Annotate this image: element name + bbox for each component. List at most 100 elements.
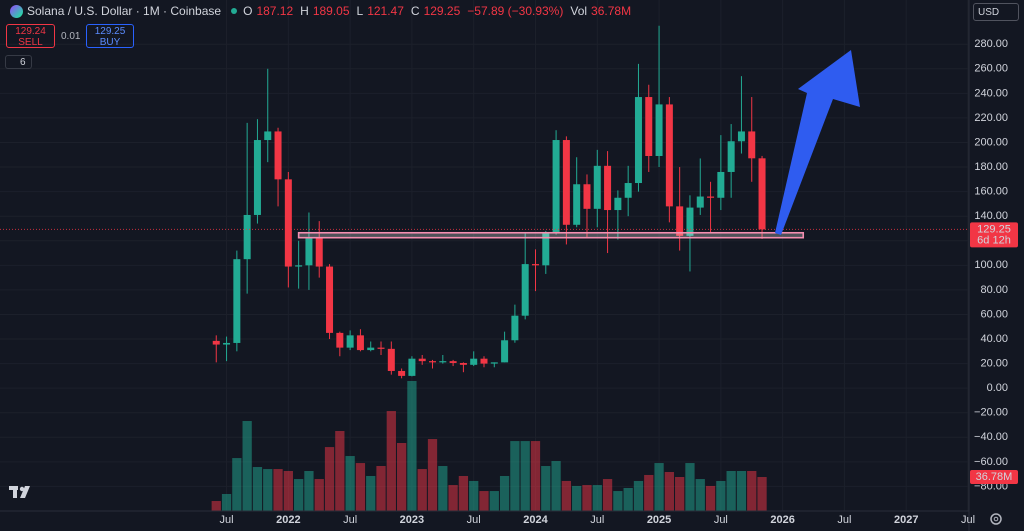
settings-button[interactable] bbox=[990, 513, 1002, 525]
volume-bar bbox=[335, 430, 345, 511]
volume-bar bbox=[623, 487, 633, 511]
candle-body bbox=[614, 197, 622, 211]
y-tick-label: −40.00 bbox=[974, 431, 1008, 443]
volume-bar bbox=[252, 467, 263, 511]
x-tick-label: Jul bbox=[714, 514, 728, 526]
volume-bar bbox=[221, 493, 232, 511]
candle-body bbox=[758, 158, 766, 230]
gear[interactable] bbox=[990, 513, 1002, 525]
ohlc-key: L bbox=[356, 4, 364, 18]
volume-key: Vol bbox=[570, 4, 588, 18]
candle-body bbox=[634, 97, 642, 184]
currency: USD bbox=[978, 7, 1000, 18]
candle-body bbox=[707, 196, 715, 198]
volume-bar bbox=[283, 470, 293, 511]
indicators-count: 6 bbox=[20, 57, 26, 68]
candle-body bbox=[377, 347, 385, 349]
volume-bar bbox=[458, 475, 469, 511]
candle-body bbox=[356, 335, 364, 351]
candle-body bbox=[223, 342, 231, 345]
candle-body bbox=[470, 358, 478, 365]
x-tick-label: Jul bbox=[343, 514, 357, 526]
volume-bar bbox=[314, 479, 324, 511]
volume-bar bbox=[572, 485, 582, 511]
volume-bar bbox=[561, 480, 572, 511]
y-tick-label: 80.00 bbox=[980, 284, 1008, 296]
change: −57.89 (−30.93%) bbox=[467, 4, 564, 18]
x-tick-label: Jul bbox=[837, 514, 851, 526]
candle-body bbox=[542, 233, 550, 266]
volume-bar bbox=[510, 441, 520, 511]
market-status bbox=[231, 8, 238, 14]
arrow-annotation bbox=[775, 50, 860, 235]
volume-bar bbox=[644, 474, 654, 511]
candle-body bbox=[717, 171, 725, 198]
ohlc-value: 129.25 bbox=[423, 4, 461, 18]
volume-bar bbox=[489, 491, 499, 511]
candle-body bbox=[315, 238, 323, 267]
candle-body bbox=[212, 340, 220, 345]
price-badge bbox=[970, 222, 1018, 248]
symbol-title: Solana / U.S. Dollar · 1M · Coinbase bbox=[27, 4, 222, 18]
volume-bar bbox=[664, 472, 674, 511]
candle-body bbox=[326, 266, 334, 333]
volume-badge-label: 36.78M bbox=[976, 471, 1013, 483]
volume-bar bbox=[530, 441, 541, 511]
volume-bar bbox=[427, 439, 438, 511]
ohlc-value: 121.47 bbox=[367, 4, 404, 18]
ohlc-key: O bbox=[243, 4, 253, 18]
candle-body bbox=[562, 140, 570, 225]
y-tick-label: 240.00 bbox=[974, 87, 1008, 99]
volume-bar bbox=[448, 485, 458, 511]
candle-body bbox=[748, 131, 756, 159]
volume-bar bbox=[520, 441, 530, 511]
volume-bar bbox=[602, 479, 613, 511]
volume-bar bbox=[232, 458, 242, 511]
sell-button[interactable]: 129.24 SELL bbox=[6, 24, 55, 48]
volume-bar bbox=[675, 476, 685, 511]
candle-body bbox=[552, 140, 560, 234]
ohlc-value: 189.05 bbox=[312, 4, 350, 18]
buy-button[interactable]: 129.25 BUY bbox=[86, 24, 134, 48]
volume-bar bbox=[304, 470, 314, 511]
candle-body bbox=[655, 104, 663, 157]
logo-part bbox=[13, 486, 17, 498]
currency-select[interactable]: USD bbox=[973, 3, 1019, 21]
y-tick-label: 260.00 bbox=[974, 63, 1008, 75]
candle-body bbox=[696, 196, 704, 208]
candle-body bbox=[449, 361, 457, 363]
volume-bar bbox=[551, 461, 561, 511]
volume-bar bbox=[366, 475, 376, 511]
candle-body bbox=[459, 362, 467, 365]
volume-bar bbox=[407, 381, 417, 511]
candle-body bbox=[233, 259, 241, 343]
x-tick-label: 2025 bbox=[647, 514, 671, 526]
candle-body bbox=[645, 97, 653, 157]
candle-body bbox=[264, 131, 272, 141]
volume-bar bbox=[324, 447, 335, 511]
volume-value: 36.78M bbox=[591, 4, 632, 18]
volume-bar bbox=[685, 463, 695, 511]
candle-body bbox=[686, 207, 694, 236]
candle-body bbox=[676, 206, 684, 236]
candle-body bbox=[408, 358, 416, 376]
volume-bar bbox=[757, 477, 767, 511]
y-tick-label: 0.00 bbox=[987, 382, 1008, 394]
volume-bar bbox=[695, 479, 705, 511]
gear-hub[interactable] bbox=[993, 516, 999, 522]
price-axis-panel bbox=[969, 0, 1024, 531]
candle-body bbox=[665, 104, 673, 207]
volume-bar bbox=[396, 442, 407, 511]
logo-part bbox=[20, 486, 30, 498]
x-tick-label: Jul bbox=[961, 514, 975, 526]
volume-bar bbox=[417, 469, 427, 511]
candle-body bbox=[604, 165, 612, 211]
candle-body bbox=[480, 358, 488, 364]
candle-body bbox=[521, 264, 529, 316]
volume-bar bbox=[386, 411, 396, 511]
candle-body bbox=[336, 332, 344, 348]
y-tick-label: 40.00 bbox=[980, 333, 1008, 345]
indicators-toggle[interactable]: 6 bbox=[5, 55, 32, 69]
